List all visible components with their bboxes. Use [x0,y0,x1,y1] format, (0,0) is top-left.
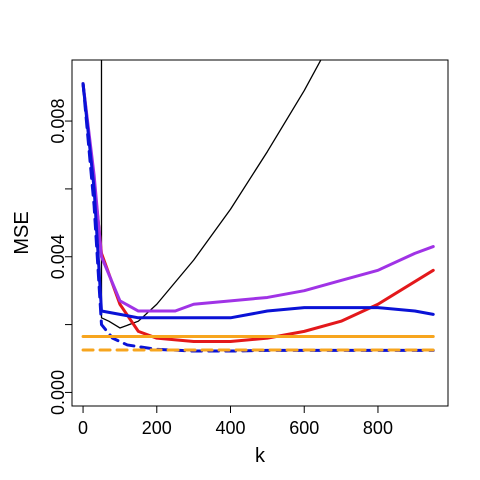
x-tick-label-800: 800 [363,418,393,438]
x-axis-title: k [255,445,266,467]
y-tick-label-0: 0.000 [48,370,68,415]
series-layer [81,60,435,353]
series-line-2 [81,82,435,344]
x-tick-label-0: 0 [78,418,88,438]
x-axis: 0 200 400 600 800 [78,406,393,438]
y-tick-label-4: 0.008 [48,99,68,144]
series-line-4 [81,82,435,320]
x-tick-label-400: 400 [215,418,245,438]
y-axis-title: MSE [11,211,33,254]
series-line-1 [100,60,322,329]
series-line-3 [81,82,435,313]
x-tick-label-200: 200 [142,418,172,438]
y-axis: 0.000 0.004 0.008 [48,99,72,415]
y-tick-label-2: 0.004 [48,234,68,279]
plot-frame [71,59,449,407]
x-tick-label-600: 600 [289,418,319,438]
